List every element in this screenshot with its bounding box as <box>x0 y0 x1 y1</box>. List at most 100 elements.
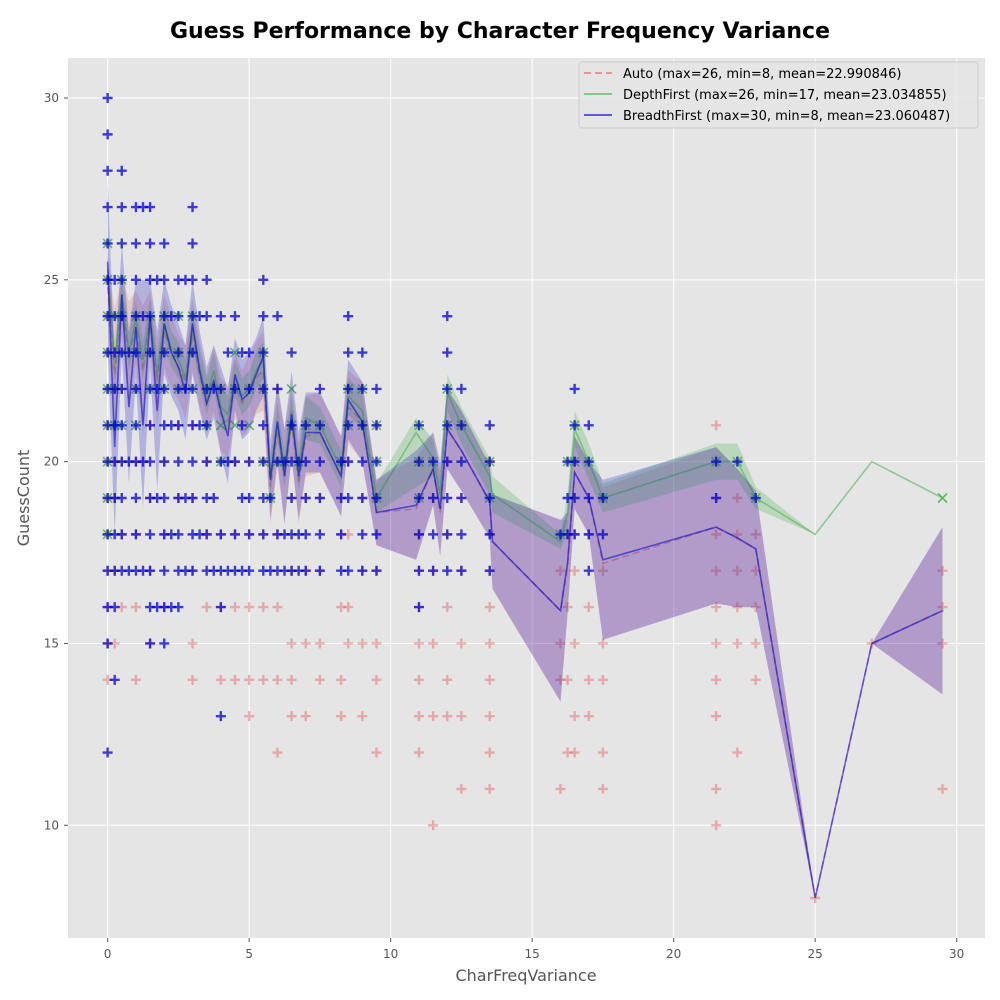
data-point <box>173 529 184 540</box>
data-point <box>222 347 233 358</box>
data-point <box>229 674 240 685</box>
data-point <box>102 202 113 213</box>
data-point <box>130 347 141 358</box>
data-point <box>244 456 255 467</box>
data-point <box>937 565 948 576</box>
confidence-band <box>107 258 943 898</box>
data-point <box>583 602 594 613</box>
data-point <box>336 674 347 685</box>
legend: Auto (max=26, min=8, mean=22.990846) Dept… <box>578 61 979 129</box>
data-point <box>130 238 141 249</box>
data-point <box>187 565 198 576</box>
data-point <box>357 347 368 358</box>
data-point <box>201 274 212 285</box>
data-point <box>343 383 354 394</box>
data-point <box>159 238 170 249</box>
data-point <box>116 529 127 540</box>
data-point <box>413 493 424 503</box>
confidence-band <box>107 178 943 898</box>
data-point <box>569 420 580 431</box>
data-point <box>484 456 495 467</box>
data-point <box>442 420 453 431</box>
data-point <box>562 747 573 758</box>
data-point <box>562 602 573 613</box>
legend-label: Auto (max=26, min=8, mean=22.990846) <box>623 67 901 82</box>
data-point <box>130 493 141 503</box>
data-point <box>456 529 467 540</box>
data-point <box>244 529 255 540</box>
data-point <box>484 529 495 540</box>
data-point <box>597 565 608 576</box>
data-point <box>130 602 141 613</box>
data-point <box>711 638 722 649</box>
data-point <box>937 492 948 504</box>
data-point <box>300 420 311 431</box>
data-point <box>442 347 453 358</box>
data-point <box>597 493 608 503</box>
data-point <box>569 383 580 394</box>
data-point <box>130 383 141 394</box>
data-point <box>750 638 761 649</box>
x-tick-label: 25 <box>808 947 823 961</box>
data-point <box>208 493 219 503</box>
x-tick-label: 0 <box>104 947 112 961</box>
data-point <box>371 493 382 503</box>
data-point <box>286 493 297 503</box>
data-point <box>428 456 439 467</box>
data-point <box>173 347 184 358</box>
data-point <box>569 456 580 467</box>
data-point <box>102 747 113 758</box>
data-point <box>173 311 184 322</box>
data-point <box>300 493 311 503</box>
data-point <box>145 202 156 213</box>
data-point <box>300 529 311 540</box>
data-point <box>116 311 127 322</box>
data-point <box>413 529 424 540</box>
data-point <box>711 783 722 794</box>
plot-data <box>102 93 948 903</box>
data-point <box>732 747 743 758</box>
data-point <box>258 529 269 540</box>
data-point <box>102 93 113 103</box>
data-point <box>237 420 248 431</box>
data-point <box>229 602 240 613</box>
data-point <box>173 420 184 431</box>
data-point <box>732 493 743 503</box>
data-point <box>272 674 283 685</box>
data-point <box>484 638 495 649</box>
data-point <box>484 493 495 503</box>
x-tick-label: 20 <box>666 947 681 961</box>
data-point <box>597 638 608 649</box>
data-point <box>187 674 198 685</box>
data-point <box>711 674 722 685</box>
data-point <box>732 638 743 649</box>
data-point <box>229 383 240 394</box>
data-point <box>215 711 226 722</box>
data-point <box>130 674 141 685</box>
data-point <box>300 456 311 467</box>
data-point <box>442 602 453 613</box>
data-point <box>413 674 424 685</box>
data-point <box>750 602 761 613</box>
data-point <box>371 529 382 540</box>
data-point <box>484 420 495 431</box>
data-point <box>569 711 580 722</box>
data-point <box>937 602 948 613</box>
x-tick-label: 30 <box>949 947 964 961</box>
data-point <box>732 456 743 467</box>
data-point <box>187 456 198 467</box>
data-point <box>413 565 424 576</box>
data-point <box>159 383 170 394</box>
data-point <box>244 383 255 394</box>
data-point <box>371 674 382 685</box>
data-point <box>130 274 141 285</box>
data-point <box>116 420 127 431</box>
data-point <box>215 674 226 685</box>
data-point <box>336 711 347 722</box>
data-point <box>286 347 297 358</box>
data-point <box>201 420 212 431</box>
data-point <box>343 565 354 576</box>
data-point <box>314 383 325 394</box>
data-point <box>442 529 453 540</box>
